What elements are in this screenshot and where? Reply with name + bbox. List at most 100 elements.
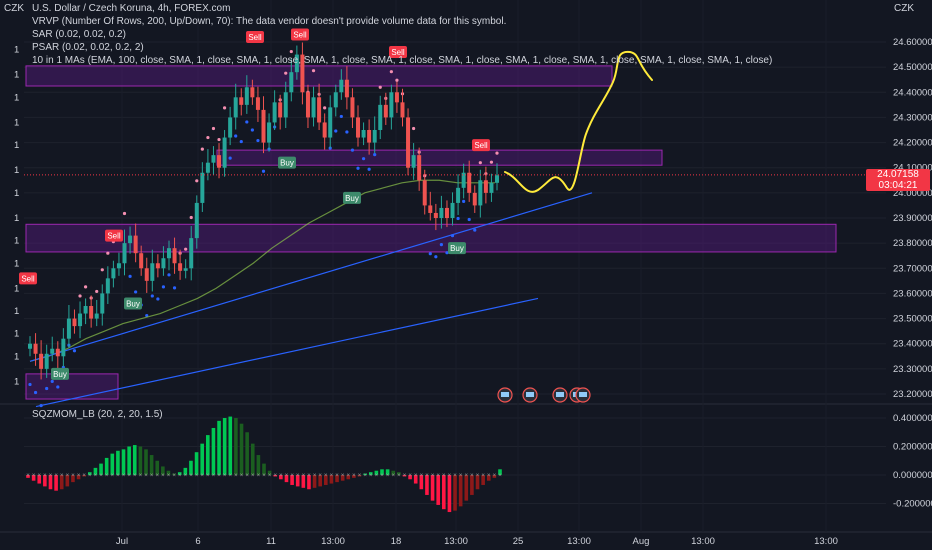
momentum-bar xyxy=(59,475,64,490)
sar-dot xyxy=(345,130,349,134)
signal-label: Sell xyxy=(248,33,262,42)
momentum-bar xyxy=(340,475,345,481)
bar-countdown: 03:04:21 xyxy=(878,180,918,191)
sar-dot xyxy=(184,247,188,251)
squeeze-dot: × xyxy=(206,473,210,479)
squeeze-dot: × xyxy=(318,473,322,479)
candle-body xyxy=(394,92,399,103)
left-axis-label: 1 xyxy=(14,236,19,247)
candle-body xyxy=(283,92,288,118)
momentum-bar xyxy=(363,473,367,475)
sar-dot xyxy=(83,285,88,289)
candle-body xyxy=(356,117,361,138)
squeeze-dot: × xyxy=(178,473,182,479)
squeeze-dot: × xyxy=(290,473,294,479)
sar-dot xyxy=(245,120,249,124)
candle-body xyxy=(128,235,133,244)
candle-body xyxy=(361,130,366,138)
candle-body xyxy=(317,97,322,123)
left-axis-currency: CZK xyxy=(4,3,24,14)
momentum-bar xyxy=(447,475,452,513)
candle-body xyxy=(205,162,210,173)
squeeze-dot: × xyxy=(313,473,317,479)
signal-label: Sell xyxy=(391,48,405,57)
momentum-bar xyxy=(284,475,289,483)
candle-body xyxy=(111,268,116,279)
candle-body xyxy=(139,253,144,269)
candle-body xyxy=(161,258,166,269)
squeeze-dot: × xyxy=(105,473,109,479)
sar-dot xyxy=(72,349,77,353)
sar-dot xyxy=(128,274,132,278)
signal-badge xyxy=(105,229,123,242)
momentum-bar xyxy=(228,416,233,475)
sell-signal: Sell xyxy=(472,139,490,152)
squeeze-dot: × xyxy=(307,473,311,479)
squeeze-dot: × xyxy=(60,473,64,479)
squeeze-dot: × xyxy=(212,473,216,479)
event-flag xyxy=(526,392,534,397)
momentum-bar xyxy=(144,449,148,475)
osc-axis-label: 0.000000 xyxy=(893,470,932,481)
candle-body xyxy=(211,155,216,163)
signal-badge xyxy=(472,139,490,152)
sar-dot xyxy=(195,179,199,183)
sar-dot xyxy=(228,156,232,160)
psar-indicator-legend[interactable]: PSAR (0.02, 0.02, 0.2, 2) xyxy=(32,42,144,53)
candle-body xyxy=(244,87,249,105)
projection-drawing xyxy=(504,50,653,193)
sar-dot xyxy=(473,228,477,232)
candle-body xyxy=(144,268,149,281)
price-axis-label: 23.30000 xyxy=(893,364,932,375)
candle-body xyxy=(333,92,338,108)
candle-body xyxy=(350,97,355,118)
price-axis-label: 24.00000 xyxy=(893,188,932,199)
candle-body xyxy=(200,172,205,203)
candle-body xyxy=(61,338,66,357)
squeeze-dot: × xyxy=(111,473,115,479)
osc-axis-label: 0.400000 xyxy=(893,413,932,424)
squeeze-momentum-legend[interactable]: SQZMOM_LB (20, 2, 20, 1.5) xyxy=(32,409,163,420)
squeeze-dot: × xyxy=(498,473,502,479)
price-axis-label: 23.20000 xyxy=(893,389,932,400)
momentum-bar xyxy=(453,475,457,511)
time-axis-label: 11 xyxy=(266,536,276,547)
momentum-bar xyxy=(391,470,396,475)
momentum-bar xyxy=(295,475,300,487)
momentum-bar xyxy=(161,466,165,475)
squeeze-dot: × xyxy=(116,473,120,479)
squeeze-dot: × xyxy=(127,473,131,479)
chart-title[interactable]: U.S. Dollar / Czech Koruna, 4h, FOREX.co… xyxy=(32,3,231,14)
momentum-bar xyxy=(183,467,188,475)
vrvp-indicator-legend[interactable]: VRVP (Number Of Rows, 200, Up/Down, 70):… xyxy=(32,16,507,27)
momentum-bar xyxy=(312,475,317,488)
momentum-bar xyxy=(206,435,210,475)
squeeze-dot: × xyxy=(335,473,339,479)
momentum-bar xyxy=(194,452,199,475)
candle-body xyxy=(116,263,121,269)
sar-dot xyxy=(289,49,293,54)
time-axis-label: 6 xyxy=(195,536,200,547)
economic-event-icon xyxy=(575,387,591,403)
sar-dot xyxy=(467,217,471,222)
candle-body xyxy=(261,109,266,143)
sar-dot xyxy=(122,211,127,216)
moving-averages-legend[interactable]: 10 in 1 MAs (EMA, 100, close, SMA, 1, cl… xyxy=(32,55,773,66)
candle-body xyxy=(294,54,299,73)
momentum-bar xyxy=(368,472,373,475)
sell-signal: Sell xyxy=(105,229,123,242)
candle-body xyxy=(94,313,99,319)
momentum-bar xyxy=(43,475,47,487)
sar-dot xyxy=(167,273,171,277)
squeeze-dot: × xyxy=(54,473,58,479)
signal-badge xyxy=(246,30,264,43)
signal-badge xyxy=(291,28,309,41)
sar-dot xyxy=(211,126,216,131)
time-axis-label: Aug xyxy=(633,536,650,547)
signal-label: Sell xyxy=(474,141,488,150)
signal-label: Sell xyxy=(107,232,121,241)
sell-signal: Sell xyxy=(291,28,309,41)
economic-event-icon xyxy=(552,387,568,403)
sar-indicator-legend[interactable]: SAR (0.02, 0.02, 0.2) xyxy=(32,29,126,40)
